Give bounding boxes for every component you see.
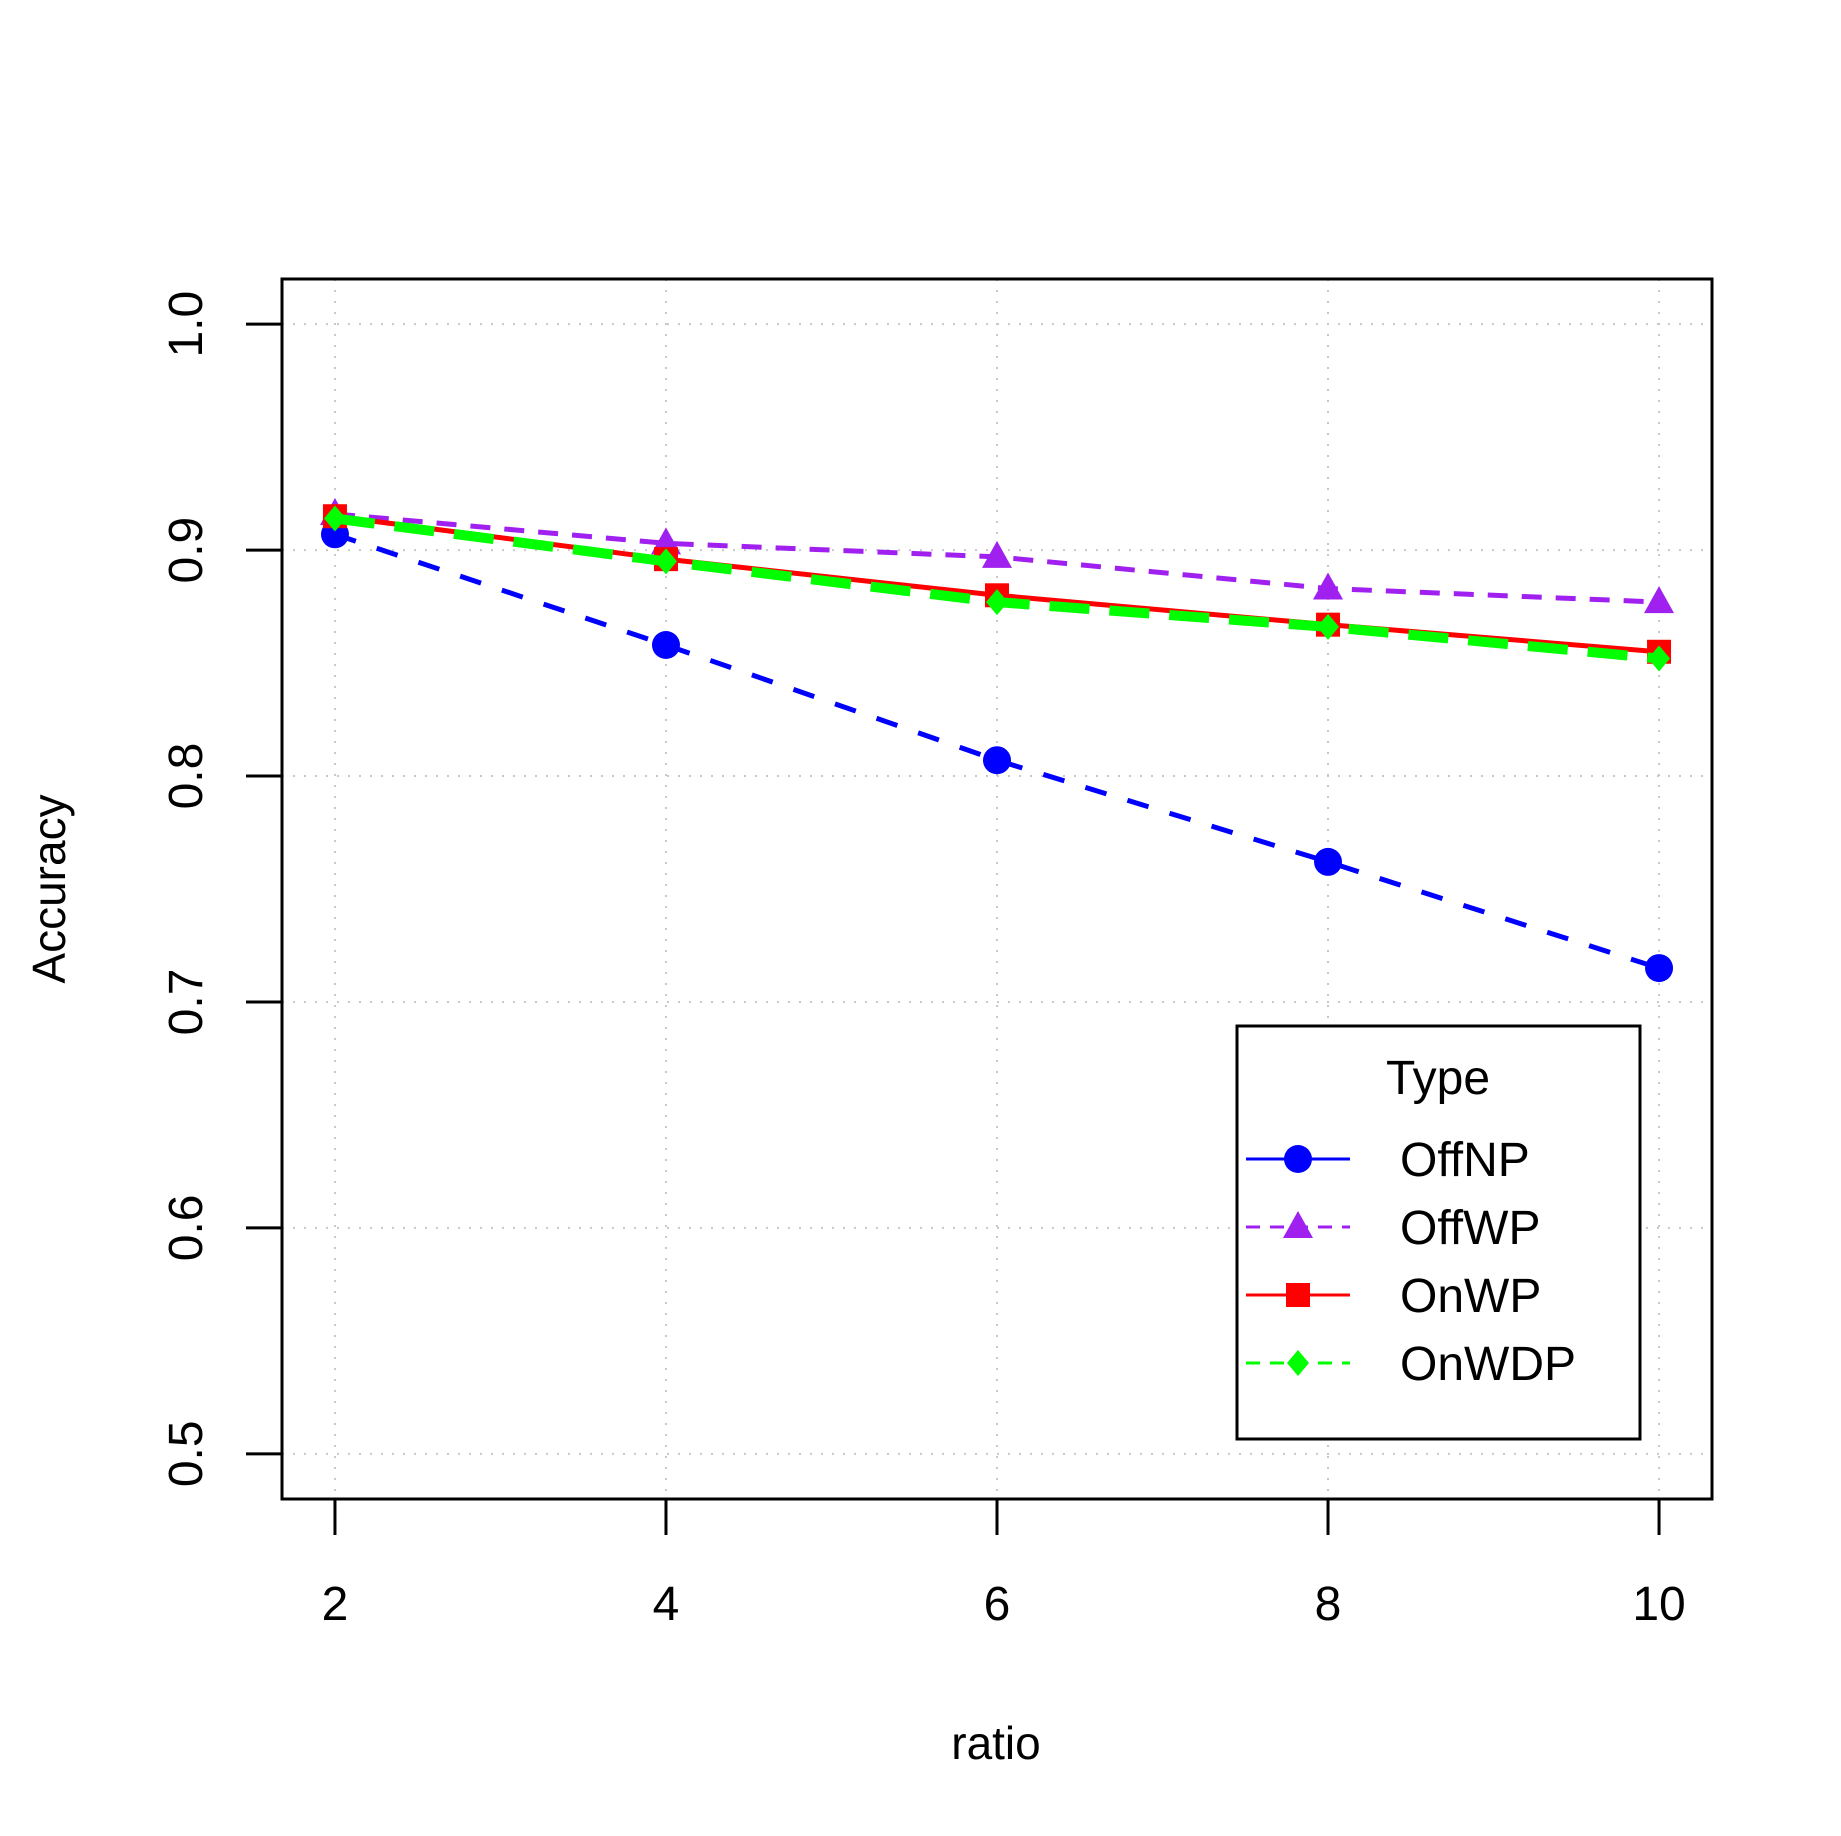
y-tick-label: 0.9 [160,517,213,584]
series-layer [319,497,1675,983]
legend-marker [1287,1350,1309,1376]
legend-label: OffNP [1400,1134,1530,1187]
x-axis-label: ratio [951,1717,1040,1769]
data-point [986,589,1008,616]
legend-label: OnWP [1400,1270,1541,1323]
legend-label: OffWP [1400,1202,1540,1255]
data-point [982,540,1012,568]
y-axis: 0.5 0.6 0.7 0.8 0.9 1.0 [160,291,284,1487]
legend-item: OffNP [1246,1134,1530,1187]
data-point [1645,954,1674,983]
legend-marker [1286,1283,1310,1307]
y-tick-label: 1.0 [160,291,213,358]
legend-item: OnWP [1246,1270,1541,1323]
y-tick-label: 0.6 [160,1195,213,1262]
x-tick-label: 6 [984,1578,1011,1631]
series-OffNP [320,520,1674,983]
data-point [323,505,346,532]
x-tick-label: 10 [1632,1578,1685,1631]
x-tick-label: 2 [322,1578,349,1631]
y-tick-label: 0.5 [160,1420,213,1487]
data-point [654,548,677,575]
legend-label: OnWDP [1400,1338,1576,1391]
y-tick-label: 0.7 [160,969,213,1036]
data-point [1314,847,1343,876]
data-point [651,631,680,659]
legend-items: OffNP OffWP OnWP OnWDP [1246,1134,1576,1391]
legend-item: OffWP [1246,1202,1540,1255]
y-tick-label: 0.8 [160,743,213,810]
data-point [1644,586,1675,614]
series-line [334,531,1660,971]
x-tick-label: 4 [653,1578,680,1631]
data-point [1317,613,1340,640]
series-OnWDP [323,505,1671,672]
data-point [983,746,1011,775]
data-point [1313,572,1344,600]
legend-title: Type [1386,1052,1490,1105]
y-axis-label: Accuracy [23,794,75,983]
legend-marker [1284,1145,1312,1173]
legend-marker [1283,1211,1313,1238]
legend: Type OffNP OffWP OnWP OnWDP [1235,1024,1642,1441]
x-tick-label: 8 [1315,1578,1342,1631]
legend-item: OnWDP [1246,1338,1576,1391]
x-axis: 2 4 6 8 10 [322,1499,1686,1631]
data-point [1648,645,1671,672]
